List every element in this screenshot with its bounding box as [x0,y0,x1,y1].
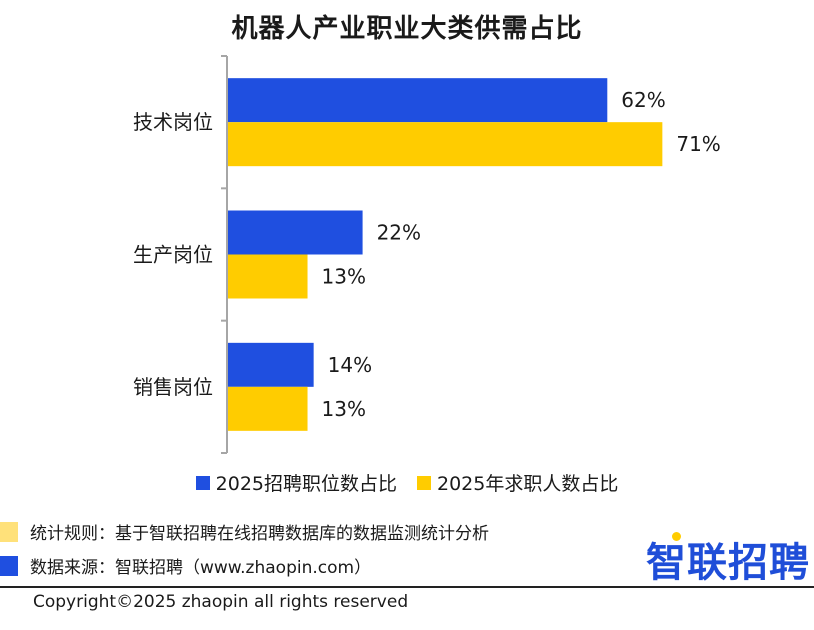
data-label: 71% [676,132,720,156]
data-label: 62% [621,88,665,112]
legend-item-series2: 2025年求职人数占比 [417,469,618,496]
bar-chart: 技术岗位 62% 71% 生产岗位 22% 13% 销售岗位 14% 13% [133,55,721,454]
zhaopin-logo: 智联招聘 [646,530,810,588]
legend-label-series1: 2025招聘职位数占比 [215,473,397,495]
note-source: 数据来源：智联招聘（www.zhaopin.com） [0,553,371,578]
note-rule-text: 统计规则：基于智联招聘在线招聘数据库的数据监测统计分析 [30,524,489,544]
note-source-marker [0,555,18,576]
bar-series2 [228,254,308,299]
bar-series1 [228,342,314,387]
data-label: 22% [377,221,421,245]
category-label: 销售岗位 [133,375,213,399]
bar-series2 [228,122,663,167]
footer-divider [0,586,814,588]
chart-legend: 2025招聘职位数占比 2025年求职人数占比 [0,469,814,496]
note-rule: 统计规则：基于智联招聘在线招聘数据库的数据监测统计分析 [0,519,489,544]
data-label: 13% [322,265,366,289]
legend-swatch-series1 [195,475,210,490]
note-rule-marker [0,521,18,542]
category-label: 生产岗位 [133,243,213,267]
logo-dot-icon [672,532,681,541]
bar-series2 [228,386,308,431]
bar-series1 [228,78,608,123]
legend-item-series1: 2025招聘职位数占比 [195,469,397,496]
legend-swatch-series2 [417,475,431,490]
chart-title: 机器人产业职业大类供需占比 [231,14,583,44]
data-label: 13% [322,397,366,421]
data-label: 14% [328,353,372,377]
category-label: 技术岗位 [133,110,213,134]
legend-label-series2: 2025年求职人数占比 [437,473,619,495]
bar-series1 [228,210,363,255]
copyright-text: Copyright©2025 zhaopin all rights reserv… [33,592,409,612]
note-source-text: 数据来源：智联招聘（www.zhaopin.com） [30,558,372,578]
logo-text: 智联招聘 [646,540,810,586]
